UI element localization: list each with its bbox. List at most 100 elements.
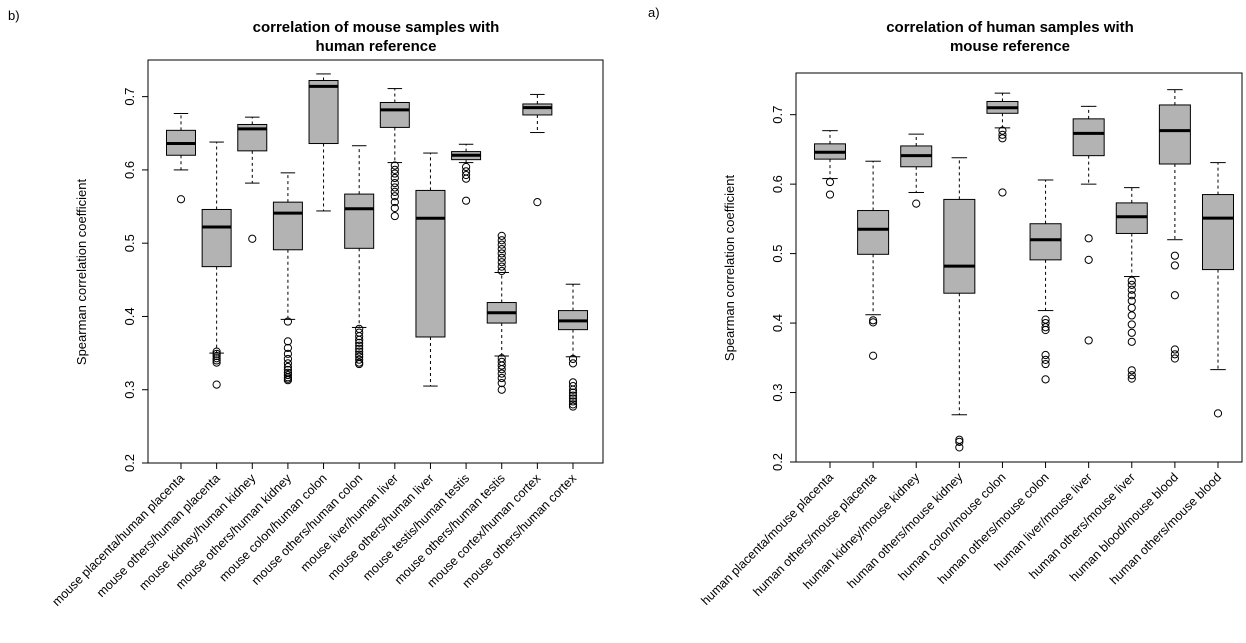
panel0-outlier-point	[212, 351, 221, 361]
panel0-box-2	[237, 116, 268, 243]
panel0-y-tick-label: 0.4	[122, 307, 137, 325]
panel0-outlier-point	[355, 332, 364, 341]
panel0-outlier-point	[461, 196, 471, 205]
panel1-outlier-point	[1170, 251, 1179, 260]
panel0-category-label: mouse placenta/human placenta	[49, 471, 187, 609]
panel0-outlier-point	[283, 343, 293, 353]
panel0-outlier-point	[355, 347, 364, 356]
panel0-outlier-point	[390, 203, 399, 213]
panel1-outlier-point	[825, 177, 835, 187]
panel0-outlier-point	[355, 355, 364, 364]
panel1-box-3	[943, 157, 976, 452]
panel1-outlier-point	[1170, 291, 1179, 300]
panel0-outlier-point	[568, 385, 578, 394]
panel1-box-5	[1029, 179, 1062, 384]
panel1-outlier-point	[1127, 328, 1136, 337]
panel1-outlier-point	[1127, 311, 1136, 320]
panel0-box-5	[344, 145, 375, 369]
panel1-outlier-point	[1170, 350, 1179, 359]
panel0-outlier-point	[355, 341, 364, 350]
panel0-box-1	[201, 141, 232, 389]
panel0-outlier-point	[533, 198, 542, 207]
panel0-iqr-box	[379, 101, 410, 128]
panel0-outlier-point	[568, 359, 578, 368]
panel0-outlier-point	[568, 354, 578, 364]
panel0-iqr-box	[201, 208, 232, 268]
panel0-outlier-point	[497, 253, 506, 262]
panel1-outlier-point	[1127, 337, 1136, 346]
panel0-outlier-point	[283, 362, 293, 372]
panel1-y-tick-label: 0.4	[770, 314, 785, 332]
panel0-outlier-point	[568, 402, 578, 411]
panel1-box-8	[1158, 89, 1191, 363]
panel1-iqr-box	[1072, 118, 1105, 157]
panel0-outlier-point	[497, 240, 506, 249]
panel-a: a) correlation of human samples with mou…	[648, 5, 1243, 608]
panel0-iqr-box	[308, 80, 339, 145]
panel0-outlier-point	[283, 317, 293, 326]
panel1-outlier-point	[1041, 375, 1050, 384]
panel0-outlier-point	[355, 359, 364, 369]
panel1-outlier-point	[1213, 409, 1223, 418]
panel0-outlier-point	[283, 337, 293, 346]
panel0-box-8	[451, 143, 482, 205]
panel0-outlier-point	[390, 183, 399, 192]
panel1-y-tick-label: 0.7	[770, 106, 785, 124]
panel0-outlier-point	[497, 266, 506, 276]
panel1-outlier-point	[1127, 374, 1136, 383]
panel1-outlier-point	[1127, 366, 1136, 375]
panel1-box-9	[1202, 162, 1234, 418]
panel0-outlier-point	[568, 381, 578, 391]
panel1-outlier-point	[955, 437, 964, 446]
panel0-box-0	[166, 112, 196, 204]
panel0-outlier-point	[497, 385, 506, 394]
panel0-outlier-point	[390, 178, 399, 188]
panel1-outlier-point	[1127, 303, 1136, 312]
panel0-outlier-point	[212, 356, 221, 365]
panel1-outlier-point	[1084, 336, 1093, 345]
panel1-box-1	[857, 160, 890, 360]
panel1-outlier-point	[1170, 354, 1179, 363]
chart-title-a-line2: mouse reference	[950, 38, 1070, 55]
panel1-iqr-box	[857, 210, 890, 255]
panel1-outlier-point	[912, 199, 921, 208]
panel0-outlier-point	[497, 379, 506, 388]
panel0-box-7	[415, 152, 446, 387]
panel0-outlier-point	[568, 394, 578, 403]
panel0-outlier-point	[390, 165, 399, 175]
panel1-y-tick-label: 0.2	[770, 453, 785, 471]
y-axis-label-b: Spearman correlation coefficient	[74, 179, 89, 366]
panel0-y-tick-label: 0.3	[122, 381, 137, 399]
panel0-outlier-point	[355, 350, 364, 359]
panel0-iqr-box	[415, 189, 446, 338]
panel1-box-0	[814, 130, 846, 199]
panel0-outlier-point	[283, 349, 293, 358]
panel1-iqr-box	[1158, 104, 1191, 165]
panel0-y-tick-label: 0.6	[122, 161, 137, 179]
chart-title-a-line1: correlation of human samples with	[886, 19, 1134, 36]
panel0-box-6	[379, 88, 410, 221]
panel0-outlier-point	[283, 370, 293, 380]
chart-title-b-line1: correlation of mouse samples with	[253, 19, 500, 36]
panel0-outlier-point	[248, 234, 257, 243]
panel1-outlier-point	[1041, 359, 1050, 369]
panel0-outlier-point	[461, 162, 471, 172]
panel0-outlier-point	[176, 195, 186, 204]
panel0-outlier-point	[461, 174, 471, 183]
panel0-box-9	[486, 231, 517, 394]
panel1-outlier-point	[1041, 325, 1050, 335]
panel0-outlier-point	[497, 369, 506, 378]
panel0-box-11	[558, 283, 588, 411]
panel0-outlier-point	[497, 231, 506, 240]
panel0-outlier-point	[355, 338, 364, 347]
panel1-outlier-point	[1127, 371, 1136, 380]
panel0-outlier-point	[568, 397, 578, 406]
panel0-outlier-point	[390, 198, 399, 207]
panel1-box-6	[1072, 105, 1105, 345]
panel1-outlier-point	[1170, 261, 1179, 270]
panel0-outlier-point	[212, 349, 221, 358]
panel0-outlier-point	[283, 376, 293, 385]
panel1-outlier-point	[1127, 296, 1136, 305]
